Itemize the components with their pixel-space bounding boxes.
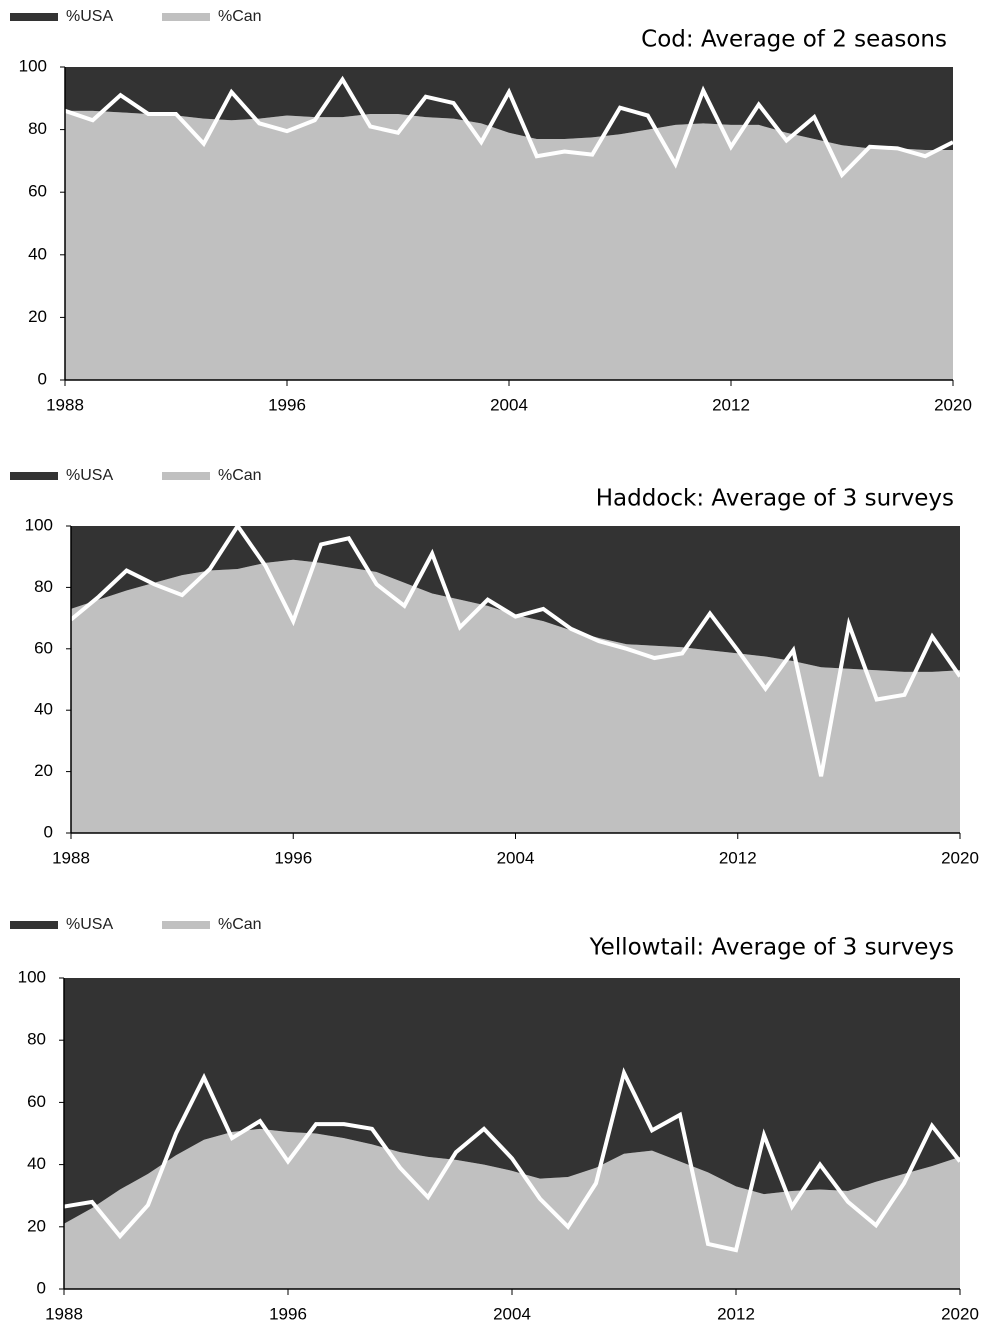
x-tick-label: 1996 — [269, 1304, 307, 1323]
legend-label: %USA — [66, 467, 113, 484]
y-tick-label: 100 — [25, 515, 53, 534]
y-tick-label: 60 — [27, 1092, 46, 1111]
chart-panel: %USA %Can Yellowtail: Average of 3 surveys… — [10, 916, 979, 1323]
chart-title: Yellowtail: Average of 3 surveys — [589, 935, 954, 961]
area — [71, 559, 960, 833]
x-tick-label: 1988 — [46, 395, 84, 414]
legend-swatch — [162, 472, 210, 480]
legend-label: %Can — [218, 8, 262, 25]
area — [71, 526, 960, 672]
y-tick-label: 60 — [34, 638, 53, 657]
x-tick-label: 2012 — [717, 1304, 755, 1323]
chart-title: Cod: Average of 2 seasons — [641, 27, 947, 53]
legend-swatch — [162, 13, 210, 21]
x-tick-label: 2004 — [497, 848, 535, 867]
legend-label: %Can — [218, 916, 262, 933]
x-tick-label: 2020 — [941, 1304, 979, 1323]
line — [69, 522, 962, 777]
y-tick-label: 100 — [19, 56, 47, 75]
y-tick-label: 20 — [34, 761, 53, 780]
y-tick-label: 40 — [34, 700, 53, 719]
x-tick-label: 1988 — [45, 1304, 83, 1323]
y-tick-label: 60 — [28, 182, 47, 201]
y-tick-label: 80 — [27, 1030, 46, 1049]
line — [64, 75, 954, 179]
area — [64, 978, 960, 1224]
x-tick-label: 2020 — [941, 848, 979, 867]
y-tick-label: 20 — [27, 1216, 46, 1235]
legend-swatch — [10, 472, 58, 480]
chart-panel: %USA %Can Haddock: Average of 3 surveys 0 20… — [10, 467, 979, 867]
x-tick-label: 2012 — [712, 395, 750, 414]
x-tick-label: 2004 — [490, 395, 528, 414]
x-tick-label: 2012 — [719, 848, 757, 867]
y-tick-label: 0 — [38, 369, 47, 388]
y-tick-label: 0 — [37, 1278, 46, 1297]
legend-swatch — [162, 921, 210, 929]
legend-swatch — [10, 921, 58, 929]
line — [63, 1067, 962, 1253]
y-tick-label: 40 — [28, 244, 47, 263]
legend-swatch — [10, 13, 58, 21]
x-tick-label: 1996 — [274, 848, 312, 867]
legend-label: %Can — [218, 467, 262, 484]
y-tick-label: 80 — [28, 119, 47, 138]
x-tick-label: 2004 — [493, 1304, 531, 1323]
x-tick-label: 1988 — [52, 848, 90, 867]
y-tick-label: 100 — [18, 967, 46, 986]
legend-label: %USA — [66, 8, 113, 25]
chart-panel: %USA %Can Cod: Average of 2 seasons 0 20 40 60… — [10, 8, 972, 414]
y-tick-label: 80 — [34, 577, 53, 596]
x-tick-label: 1996 — [268, 395, 306, 414]
y-tick-label: 20 — [28, 307, 47, 326]
y-tick-label: 0 — [44, 822, 53, 841]
x-tick-label: 2020 — [934, 395, 972, 414]
area — [65, 110, 953, 380]
chart-title: Haddock: Average of 3 surveys — [596, 486, 954, 512]
y-tick-label: 40 — [27, 1154, 46, 1173]
legend-label: %USA — [66, 916, 113, 933]
area — [65, 67, 953, 150]
